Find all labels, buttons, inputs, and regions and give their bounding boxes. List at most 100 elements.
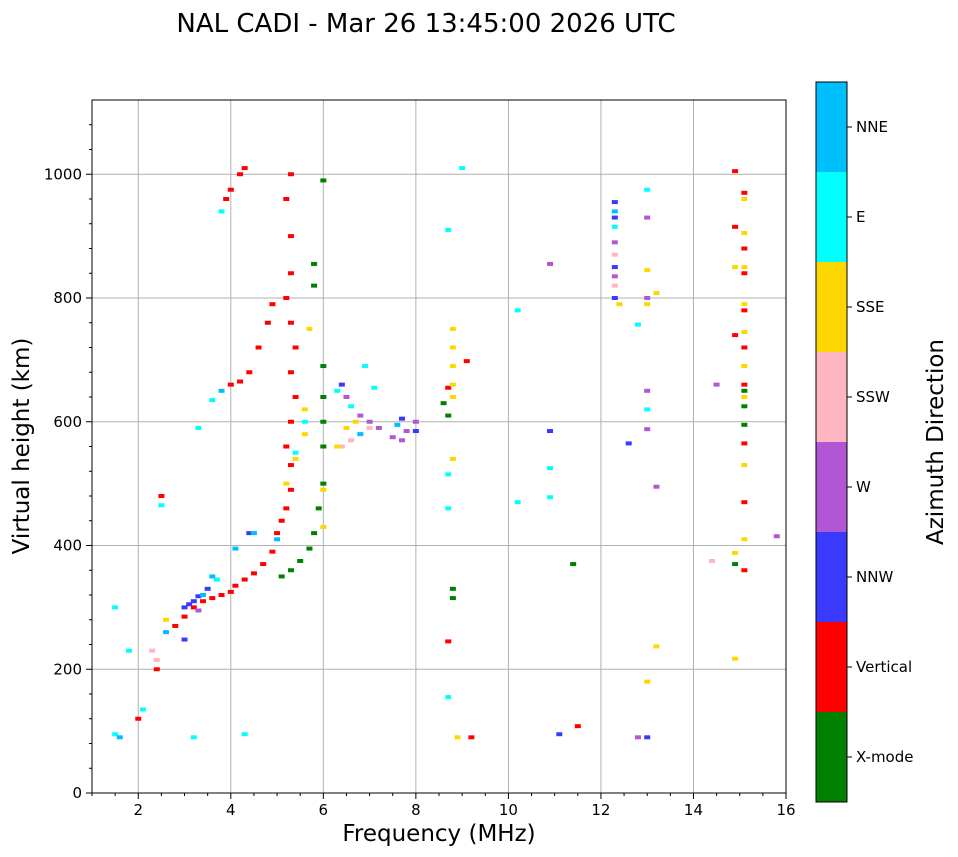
colorbar-segment [816,172,847,262]
echo-point-vertical [741,345,748,350]
echo-point-vertical [463,359,470,364]
echo-point-e [445,472,452,477]
echo-point-nnw [338,382,345,387]
x-tick-label: 14 [684,801,703,819]
echo-point-vertical [287,172,294,177]
echo-point-sse [741,197,748,201]
echo-point-sse [449,456,456,461]
echo-point-sse [741,463,748,468]
y-axis-label: Virtual height (km) [9,338,35,555]
echo-point-nnw [246,531,253,536]
echo-point-vertical [200,599,207,604]
echo-point-sse [163,617,170,622]
colorbar-label: E [856,208,865,226]
echo-point-nnw [412,429,419,434]
echo-point-ssw [611,252,618,257]
echo-point-ssw [338,444,345,449]
echo-point-x-mode [445,413,452,418]
echo-point-vertical [292,395,299,399]
echo-point-e [445,695,452,700]
echo-point-e [218,209,225,214]
echo-point-x-mode [311,283,318,288]
echo-point-w [357,413,364,418]
echo-point-vertical [445,385,452,390]
echo-point-vertical [274,531,281,536]
echo-point-vertical [741,500,748,505]
echo-point-x-mode [320,481,327,486]
echo-point-vertical [283,296,290,300]
echo-point-vertical [260,562,267,567]
echo-point-vertical [153,667,160,672]
colorbar-segment [816,82,847,172]
echo-point-vertical [172,623,179,628]
echo-point-nnw [611,215,618,220]
echo-point-nne [394,422,401,427]
echo-point-vertical [287,487,294,492]
echo-point-nne [250,531,257,536]
echo-point-e [514,308,521,313]
echo-point-sse [732,656,739,661]
echo-point-x-mode [320,364,327,369]
data-points [112,166,780,740]
echo-point-vertical [741,568,748,573]
echo-point-x-mode [732,562,739,567]
colorbar-label: Vertical [856,658,912,676]
echo-point-w [773,534,780,539]
echo-point-vertical [287,320,294,325]
echo-point-vertical [269,302,276,307]
echo-point-x-mode [311,261,318,266]
echo-point-vertical [287,271,294,276]
echo-point-x-mode [741,422,748,427]
echo-point-vertical [287,234,294,239]
echo-point-nne [274,537,281,542]
echo-point-sse [653,644,660,649]
echo-point-sse [741,231,748,236]
echo-point-vertical [278,518,285,523]
echo-point-vertical [287,370,294,375]
echo-point-sse [352,419,359,424]
echo-point-ssw [366,425,373,430]
echo-point-e [547,466,554,471]
colorbar-segment [816,262,847,352]
x-tick-label: 6 [319,801,329,819]
colorbar-segment [816,442,847,532]
echo-point-sse [732,550,739,555]
echo-point-vertical [255,345,262,350]
echo-point-e [445,227,452,232]
echo-point-vertical [292,345,299,350]
echo-point-vertical [227,187,234,192]
echo-point-vertical [283,444,290,449]
echo-point-vertical [237,379,244,384]
echo-point-sse [741,364,748,369]
echo-point-sse [454,735,461,740]
echo-point-w [644,215,651,220]
echo-point-e [547,495,554,500]
echo-point-e [371,385,378,390]
echo-point-vertical [732,224,739,229]
grid-lines [92,100,787,794]
echo-point-sse [449,345,456,350]
echo-point-sse [301,432,308,437]
echo-point-nne [232,546,239,551]
echo-point-e [459,166,466,171]
echo-point-nne [357,432,364,437]
echo-point-w [713,382,720,387]
echo-point-vertical [135,716,142,721]
echo-point-x-mode [320,395,327,399]
echo-point-vertical [574,724,581,729]
echo-point-nnw [611,296,618,300]
echo-point-nnw [398,416,405,421]
echo-point-vertical [264,320,271,325]
colorbar-segment [816,352,847,442]
chart-title: NAL CADI - Mar 26 13:45:00 2026 UTC [176,9,675,39]
echo-point-e [126,648,133,653]
x-tick-label: 10 [499,801,518,819]
echo-point-vertical [287,463,294,468]
x-tick-label: 4 [226,801,236,819]
echo-point-vertical [741,190,748,195]
echo-point-ssw [348,438,355,443]
echo-point-vertical [223,197,230,201]
echo-point-w [644,296,651,300]
echo-point-vertical [190,605,197,610]
echo-point-w [644,427,651,432]
